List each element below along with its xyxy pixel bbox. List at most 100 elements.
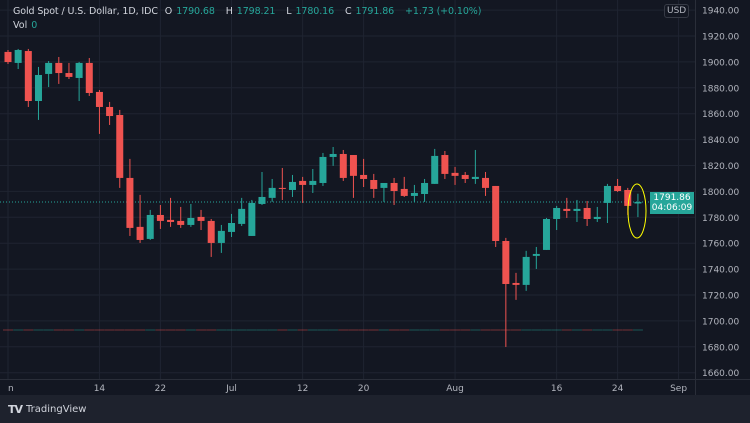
candle-body — [126, 177, 134, 228]
time-tick-label: Jul — [225, 384, 237, 394]
open-value: 1790.68 — [176, 6, 215, 17]
candle — [238, 197, 246, 226]
candle-body — [14, 49, 22, 63]
candle — [95, 90, 103, 134]
price-tick-label: 1740.00 — [702, 266, 739, 276]
candle — [187, 203, 195, 227]
candle — [370, 173, 378, 198]
candle-body — [400, 188, 408, 196]
price-tick-label: 1840.00 — [702, 136, 739, 146]
low-value: 1780.16 — [295, 6, 335, 17]
price-tick-label: 1940.00 — [702, 7, 739, 17]
candle — [217, 224, 225, 253]
price-tick-label: 1860.00 — [702, 110, 739, 120]
candle — [126, 158, 134, 236]
price-axis[interactable]: 1940.00 1920.00 1900.00 1880.00 1860.00 1840.… — [702, 7, 739, 380]
candle-body — [238, 208, 246, 224]
candle-body — [136, 226, 144, 240]
low-label: L — [286, 6, 292, 17]
candle — [136, 194, 144, 243]
candle — [167, 197, 175, 227]
candle — [268, 178, 276, 202]
candle — [471, 149, 479, 184]
candle-body — [299, 180, 307, 185]
candle — [573, 199, 581, 222]
candle — [492, 185, 500, 247]
candle-body — [278, 187, 286, 189]
close-value: 1791.86 — [355, 6, 395, 17]
candle-body — [258, 196, 266, 204]
candle-body — [380, 182, 388, 188]
candles — [4, 48, 642, 347]
candle-body — [563, 208, 571, 211]
candle — [482, 171, 490, 196]
candle — [349, 155, 357, 198]
candle — [85, 58, 93, 96]
price-tick-label: 1880.00 — [702, 84, 739, 94]
candle-body — [156, 214, 164, 221]
candle — [603, 183, 611, 223]
candle-body — [329, 153, 337, 157]
candle-body — [441, 155, 449, 174]
candle — [390, 177, 398, 205]
candle — [512, 272, 520, 300]
candle-body — [187, 217, 195, 225]
candle-body — [471, 176, 479, 179]
candle-body — [146, 214, 154, 239]
candle-body — [339, 153, 347, 178]
candle — [400, 176, 408, 197]
symbol-title[interactable]: Gold Spot / U.S. Dollar, 1D, IDC — [13, 6, 158, 17]
tradingview-logo-icon[interactable]: TV — [8, 403, 23, 416]
candle-body — [360, 174, 368, 179]
candle-body — [34, 74, 42, 102]
candle — [583, 200, 591, 226]
highlight-ellipse — [627, 183, 647, 239]
candle-body — [410, 192, 418, 196]
bar-countdown: 04:06:09 — [651, 203, 693, 213]
candle-body — [55, 62, 63, 74]
candle-body — [370, 180, 378, 189]
price-tick-label: 1900.00 — [702, 58, 739, 68]
time-axis[interactable]: n 14 22 Jul 12 20 Aug 16 24 Sep — [8, 384, 687, 394]
candle — [288, 174, 296, 197]
candle-body — [522, 256, 530, 285]
candle-body — [288, 181, 296, 190]
time-tick-label: 14 — [94, 384, 106, 394]
last-price-value: 1791.86 — [653, 193, 691, 203]
time-tick-label: Aug — [446, 384, 464, 394]
price-tick-label: 1780.00 — [702, 214, 739, 224]
candle-body — [583, 207, 591, 219]
candle-body — [228, 222, 236, 232]
candle-body — [319, 156, 327, 183]
candle-body — [614, 185, 622, 192]
candle — [421, 178, 429, 202]
candle-body — [75, 62, 83, 78]
candle — [116, 109, 124, 188]
candle-body — [482, 177, 490, 188]
brand-name[interactable]: TradingView — [26, 404, 87, 415]
price-tick-label: 1720.00 — [702, 292, 739, 302]
candle-body — [553, 207, 561, 219]
candle — [45, 60, 53, 88]
candle — [502, 237, 510, 347]
candle — [55, 56, 63, 84]
vol-label: Vol — [13, 20, 28, 31]
time-tick-label: 16 — [551, 384, 563, 394]
candle — [65, 62, 73, 79]
candle — [4, 49, 12, 64]
price-tick-label: 1920.00 — [702, 33, 739, 43]
candle-body — [421, 182, 429, 194]
chart-frame: 1940.00 1920.00 1900.00 1880.00 1860.00 1840.… — [0, 0, 750, 395]
open-label: O — [164, 6, 173, 17]
change-value: +1.73 (+0.10%) — [405, 6, 482, 17]
candle-body — [177, 220, 185, 225]
candle-body — [248, 202, 256, 236]
candlestick-chart[interactable]: 1940.00 1920.00 1900.00 1880.00 1860.00 1840.… — [0, 0, 750, 395]
last-price-label: 1791.86 04:06:09 — [650, 192, 694, 214]
candle — [319, 152, 327, 186]
candle — [75, 61, 83, 102]
candle — [553, 205, 561, 230]
currency-badge[interactable]: USD — [664, 4, 690, 18]
candle — [248, 199, 256, 236]
candle-body — [603, 185, 611, 203]
